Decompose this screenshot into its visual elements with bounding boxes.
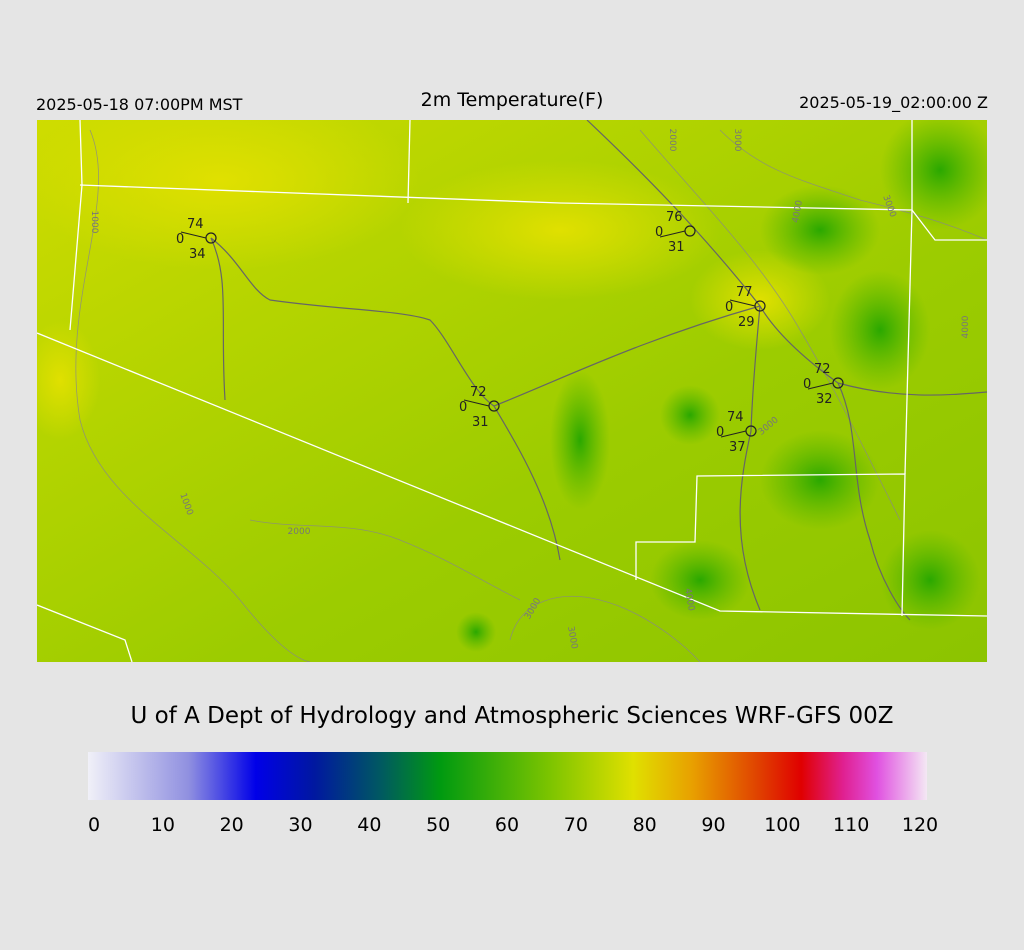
wind-barb xyxy=(180,231,207,239)
station-dewpoint: 29 xyxy=(738,315,755,330)
cool-area xyxy=(456,612,496,652)
station-temperature: 74 xyxy=(187,217,204,232)
station-temperature: 77 xyxy=(736,285,753,300)
colorbar-tick-label: 0 xyxy=(88,814,100,836)
colorbar-tick-label: 40 xyxy=(357,814,381,836)
station-wind: 0 xyxy=(716,425,724,440)
station-dewpoint: 31 xyxy=(668,240,685,255)
contours xyxy=(75,129,987,662)
contour-label: 1000 xyxy=(89,211,99,234)
colorbar-tick-label: 20 xyxy=(220,814,244,836)
station-temperature: 72 xyxy=(470,385,487,400)
cool-area xyxy=(760,430,880,530)
valid-utc: 2025-05-19_02:00:00 Z xyxy=(799,93,988,113)
map-title: 2m Temperature(F) xyxy=(421,89,604,111)
cool-area xyxy=(880,530,980,630)
colorbar-tick-label: 50 xyxy=(426,814,450,836)
cool-area xyxy=(650,540,750,620)
contour-label: 4000 xyxy=(961,315,971,338)
warm-area xyxy=(37,120,420,270)
cool-area xyxy=(550,370,610,510)
colorbar-tick-label: 70 xyxy=(564,814,588,836)
roads xyxy=(210,120,987,621)
warm-area xyxy=(690,250,830,350)
station-dewpoint: 37 xyxy=(729,440,746,455)
colorbar-tick-label: 30 xyxy=(288,814,312,836)
station-temperature: 72 xyxy=(814,362,831,377)
colorbar-tick-label: 80 xyxy=(633,814,657,836)
cool-area xyxy=(660,385,720,445)
wind-barb xyxy=(463,399,490,407)
credit: U of A Dept of Hydrology and Atmospheric… xyxy=(130,703,893,729)
station-dewpoint: 31 xyxy=(472,415,489,430)
station-wind: 0 xyxy=(725,300,733,315)
boundaries xyxy=(37,120,987,662)
colorbar-tick-label: 100 xyxy=(764,814,800,836)
colorbar-tick-label: 60 xyxy=(495,814,519,836)
colorbar-tick-label: 110 xyxy=(833,814,869,836)
station-temperature: 76 xyxy=(666,210,683,225)
colorbar-tick-label: 120 xyxy=(902,814,938,836)
warm-area xyxy=(400,160,720,300)
cool-area xyxy=(760,185,880,275)
station-temperature: 74 xyxy=(727,410,744,425)
warm-area xyxy=(37,320,100,440)
wind-barb xyxy=(807,382,834,390)
contour-label: 2000 xyxy=(667,129,677,152)
wind-barb xyxy=(720,430,747,438)
station-dewpoint: 32 xyxy=(816,392,833,407)
colorbar-tick-label: 90 xyxy=(701,814,725,836)
cool-area xyxy=(830,270,930,390)
valid-local: 2025-05-18 07:00PM MST xyxy=(36,95,243,114)
contour-label: 4000 xyxy=(682,588,696,613)
contour-label: 3000 xyxy=(732,129,742,152)
contour-label: 2000 xyxy=(288,527,311,537)
colorbar-ticks: 0 10 20 30 40 50 60 70 80 90 100 110 120 xyxy=(88,814,938,836)
station-wind: 0 xyxy=(655,225,663,240)
colorbar xyxy=(88,752,927,800)
cool-area xyxy=(880,120,987,230)
contour-label: 3000 xyxy=(565,626,579,651)
station-wind: 0 xyxy=(803,377,811,392)
colorbar-tick-label: 10 xyxy=(151,814,175,836)
station-dewpoint: 34 xyxy=(189,247,206,262)
station-wind: 0 xyxy=(459,400,467,415)
wind-barb xyxy=(659,230,686,238)
contour-label: 4000 xyxy=(791,199,805,224)
wind-barb xyxy=(729,299,756,307)
station-wind: 0 xyxy=(176,232,184,247)
